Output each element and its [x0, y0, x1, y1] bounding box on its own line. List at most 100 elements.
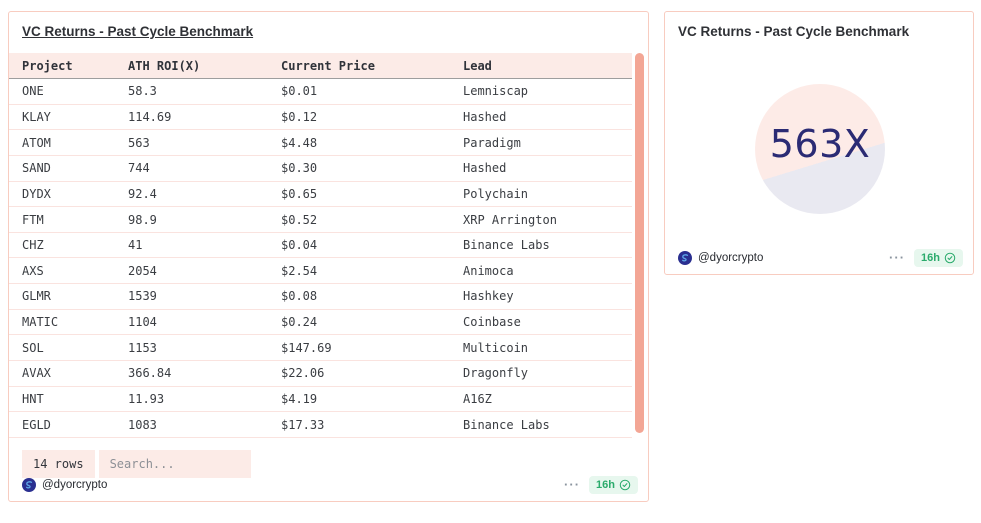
table-cell: $4.48: [281, 135, 318, 150]
table-cell: 744: [128, 161, 150, 176]
table-cell: CHZ: [22, 238, 44, 253]
table-cell: Binance Labs: [463, 417, 550, 432]
freshness-time: 16h: [921, 252, 940, 264]
table-cell: Polychain: [463, 186, 529, 201]
table-cell: Multicoin: [463, 340, 529, 355]
table-cell: $0.12: [281, 109, 318, 124]
table-cell: AXS: [22, 263, 44, 278]
table-cell: 563: [128, 135, 150, 150]
table-cell: 41: [128, 238, 143, 253]
table-controls: 14 rows: [22, 450, 251, 478]
verified-check-icon: [619, 479, 631, 491]
table-cell: XRP Arrington: [463, 212, 557, 227]
table-cell: Hashkey: [463, 289, 514, 304]
card-title-text: VC Returns - Past Cycle Benchmark: [22, 24, 254, 39]
table-cell: A16Z: [463, 392, 492, 406]
table-cell: Paradigm: [463, 135, 521, 150]
freshness-badge: 16h: [589, 476, 638, 494]
table-row[interactable]: AXS 2054 $2.54 Animoca: [9, 258, 632, 285]
freshness-time: 16h: [596, 479, 615, 491]
dyorcrypto-avatar-icon: [678, 251, 692, 265]
column-header-current-price[interactable]: Current Price: [281, 58, 375, 73]
table-cell: DYDX: [22, 186, 51, 201]
table-cell: $0.24: [281, 315, 318, 330]
table-cell: $0.01: [281, 84, 318, 99]
table-cell: MATIC: [22, 315, 59, 330]
table-cell: $2.54: [281, 263, 318, 278]
table-cell: EGLD: [22, 417, 51, 432]
table-cell: ONE: [22, 84, 44, 99]
search-input[interactable]: [98, 450, 251, 478]
table-cell: ATOM: [22, 135, 51, 150]
card-title-text: VC Returns - Past Cycle Benchmark: [678, 24, 910, 39]
table-row[interactable]: ATOM 563 $4.48 Paradigm: [9, 130, 632, 156]
table-cell: $0.08: [281, 289, 318, 304]
table-scrollbar[interactable]: [635, 53, 644, 433]
table-cell: 2054: [128, 263, 157, 278]
table-cell: 366.84: [128, 366, 172, 381]
card-footer: @dyorcrypto ··· 16h: [678, 248, 963, 268]
author-handle[interactable]: @dyorcrypto: [698, 252, 764, 264]
table-cell: Binance Labs: [463, 238, 550, 253]
table-body: ONE 58.3 $0.01 Lemniscap KLAY 114.69 $0.12 Hash…: [9, 79, 632, 438]
table-row[interactable]: SAND 744 $0.30 Hashed: [9, 156, 632, 182]
table-cell: $147.69: [281, 340, 332, 355]
verified-check-icon: [944, 252, 956, 264]
table-cell: 98.9: [128, 212, 157, 227]
table-cell: Dragonfly: [463, 366, 529, 381]
table-row[interactable]: AVAX 366.84 $22.06 Dragonfly: [9, 361, 632, 387]
table-cell: SAND: [22, 161, 51, 176]
table-cell: HNT: [22, 392, 44, 406]
table-cell: GLMR: [22, 289, 51, 304]
table-cell: $17.33: [281, 417, 325, 432]
table-cell: Coinbase: [463, 315, 521, 330]
more-options-icon[interactable]: ···: [564, 477, 581, 492]
highlight-value: 563X: [769, 121, 871, 166]
column-header-project[interactable]: Project: [22, 58, 73, 73]
table-cell: $0.65: [281, 186, 318, 201]
dyorcrypto-avatar-icon: [22, 478, 36, 492]
table-cell: $22.06: [281, 366, 325, 381]
table-row[interactable]: EGLD 1083 $17.33 Binance Labs: [9, 412, 632, 438]
table-cell: SOL: [22, 340, 44, 355]
table-cell: 1083: [128, 417, 157, 432]
table-cell: $4.19: [281, 392, 318, 406]
table-cell: Animoca: [463, 263, 514, 278]
more-options-icon[interactable]: ···: [889, 250, 906, 265]
column-header-lead[interactable]: Lead: [463, 58, 492, 73]
table-row[interactable]: ONE 58.3 $0.01 Lemniscap: [9, 79, 632, 105]
table-row[interactable]: GLMR 1539 $0.08 Hashkey: [9, 284, 632, 310]
author-handle[interactable]: @dyorcrypto: [42, 479, 108, 491]
table-cell: Hashed: [463, 161, 507, 176]
table-row[interactable]: MATIC 1104 $0.24 Coinbase: [9, 310, 632, 336]
table-cell: 1104: [128, 315, 157, 330]
table-card: VC Returns - Past Cycle Benchmark Projec…: [8, 11, 649, 502]
table-row[interactable]: KLAY 114.69 $0.12 Hashed: [9, 105, 632, 131]
table-cell: 11.93: [128, 392, 165, 406]
table-cell: 114.69: [128, 109, 172, 124]
column-header-ath-roi-x-[interactable]: ATH ROI(X): [128, 58, 201, 73]
table-cell: AVAX: [22, 366, 51, 381]
highlight-circle: 563X: [755, 84, 885, 214]
table-row[interactable]: FTM 98.9 $0.52 XRP Arrington: [9, 207, 632, 233]
table-row[interactable]: HNT 11.93 $4.19 A16Z: [9, 387, 632, 413]
table-row[interactable]: CHZ 41 $0.04 Binance Labs: [9, 233, 632, 259]
card-title: VC Returns - Past Cycle Benchmark: [665, 12, 973, 39]
data-table: Project ATH ROI(X) Current Price Lead ONE 58…: [9, 53, 632, 438]
table-cell: Lemniscap: [463, 84, 529, 99]
table-cell: $0.04: [281, 238, 318, 253]
card-title: VC Returns - Past Cycle Benchmark: [9, 12, 648, 39]
table-row[interactable]: DYDX 92.4 $0.65 Polychain: [9, 182, 632, 208]
freshness-badge: 16h: [914, 249, 963, 267]
row-count-badge: 14 rows: [22, 450, 95, 478]
table-cell: Hashed: [463, 109, 507, 124]
table-header-row: Project ATH ROI(X) Current Price Lead: [9, 53, 632, 79]
table-cell: KLAY: [22, 109, 51, 124]
table-row[interactable]: SOL 1153 $147.69 Multicoin: [9, 335, 632, 362]
table-cell: 58.3: [128, 84, 157, 99]
highlight-card: VC Returns - Past Cycle Benchmark 563X @…: [664, 11, 974, 275]
table-cell: $0.52: [281, 212, 318, 227]
card-footer: @dyorcrypto ··· 16h: [22, 475, 638, 495]
table-cell: FTM: [22, 212, 44, 227]
table-cell: $0.30: [281, 161, 318, 176]
